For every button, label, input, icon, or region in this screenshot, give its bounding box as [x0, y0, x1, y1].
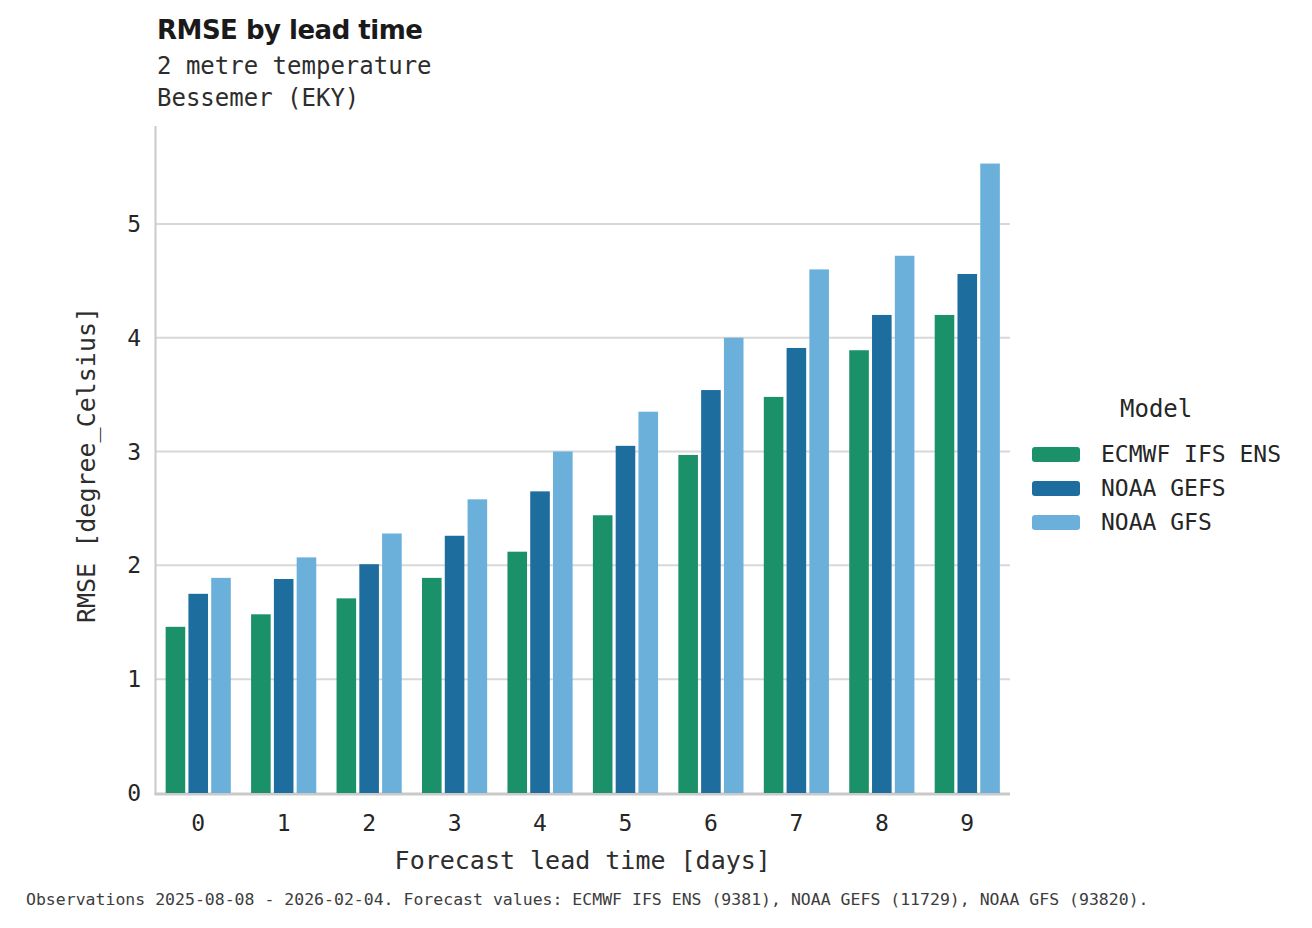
bar-noaa-gfs-day-3 [468, 499, 488, 793]
x-tick-label-9: 9 [960, 810, 974, 836]
bar-ecmwf-ifs-ens-day-7 [764, 397, 784, 793]
bar-noaa-gefs-day-2 [359, 564, 379, 793]
legend-label: NOAA GEFS [1101, 475, 1226, 501]
bar-noaa-gefs-day-5 [616, 446, 636, 793]
y-tick-label-5: 5 [127, 211, 141, 237]
y-tick-label-2: 2 [127, 552, 141, 578]
bar-ecmwf-ifs-ens-day-1 [251, 614, 271, 793]
legend-row-noaa-gefs: NOAA GEFS [1032, 471, 1308, 505]
bar-ecmwf-ifs-ens-day-8 [849, 350, 869, 793]
x-tick-label-3: 3 [448, 810, 462, 836]
footer-caption: Observations 2025-08-08 - 2026-02-04. Fo… [26, 890, 1149, 909]
x-tick-label-4: 4 [533, 810, 547, 836]
bar-ecmwf-ifs-ens-day-0 [166, 627, 186, 793]
bar-ecmwf-ifs-ens-day-5 [593, 515, 613, 793]
legend-row-ecmwf-ifs-ens: ECMWF IFS ENS [1032, 437, 1308, 471]
y-tick-label-4: 4 [127, 325, 141, 351]
legend-swatch-icon [1032, 515, 1080, 530]
bar-noaa-gfs-day-7 [809, 269, 829, 793]
bar-ecmwf-ifs-ens-day-6 [678, 455, 698, 793]
legend-title: Model [1032, 395, 1308, 423]
x-tick-label-6: 6 [704, 810, 718, 836]
bar-noaa-gfs-day-2 [382, 533, 402, 793]
bar-ecmwf-ifs-ens-day-3 [422, 578, 442, 793]
legend-entries: ECMWF IFS ENS NOAA GEFS NOAA GFS [1032, 437, 1308, 539]
bar-noaa-gefs-day-0 [188, 594, 208, 793]
bar-noaa-gfs-day-6 [724, 338, 744, 793]
legend-label: NOAA GFS [1101, 509, 1212, 535]
legend-swatch-icon [1032, 481, 1080, 496]
bar-noaa-gfs-day-0 [211, 578, 231, 793]
x-tick-label-0: 0 [191, 810, 205, 836]
y-tick-label-0: 0 [127, 780, 141, 806]
bar-ecmwf-ifs-ens-day-2 [337, 598, 357, 793]
bar-noaa-gefs-day-6 [701, 390, 721, 793]
x-tick-label-5: 5 [619, 810, 633, 836]
bar-noaa-gfs-day-5 [638, 412, 658, 793]
bar-noaa-gfs-day-9 [980, 164, 1000, 793]
x-axis-title: Forecast lead time [days] [395, 846, 771, 875]
legend-swatch-icon [1032, 447, 1080, 462]
bar-noaa-gfs-day-1 [297, 557, 317, 793]
legend-label: ECMWF IFS ENS [1101, 441, 1281, 467]
chart-legend: Model ECMWF IFS ENS NOAA GEFS NOAA GFS [1032, 395, 1308, 539]
x-tick-label-8: 8 [875, 810, 889, 836]
bar-noaa-gefs-day-3 [445, 536, 465, 793]
bar-noaa-gfs-day-8 [895, 256, 915, 793]
bar-ecmwf-ifs-ens-day-4 [507, 552, 527, 793]
chart-page: RMSE by lead time 2 metre temperature Be… [0, 0, 1312, 928]
y-tick-label-3: 3 [127, 439, 141, 465]
bar-noaa-gefs-day-4 [530, 491, 550, 793]
x-tick-label-2: 2 [362, 810, 376, 836]
bar-noaa-gefs-day-9 [957, 274, 977, 793]
bar-noaa-gefs-day-7 [787, 348, 807, 793]
y-axis-title: RMSE [degree_Celsius] [72, 307, 101, 623]
bar-noaa-gefs-day-1 [274, 579, 294, 793]
bar-noaa-gefs-day-8 [872, 315, 892, 793]
bar-noaa-gfs-day-4 [553, 452, 573, 793]
x-tick-label-7: 7 [789, 810, 803, 836]
bar-ecmwf-ifs-ens-day-9 [935, 315, 955, 793]
x-tick-label-1: 1 [277, 810, 291, 836]
y-tick-label-1: 1 [127, 666, 141, 692]
legend-row-noaa-gfs: NOAA GFS [1032, 505, 1308, 539]
